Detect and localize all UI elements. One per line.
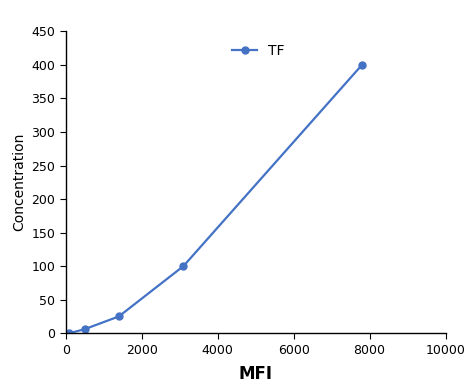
Y-axis label: Concentration: Concentration: [12, 133, 26, 231]
TF: [181, 264, 186, 269]
TF: [67, 331, 72, 336]
Legend: TF: TF: [232, 44, 285, 58]
TF: [359, 63, 365, 67]
TF: [116, 314, 121, 319]
TF: [82, 327, 87, 332]
X-axis label: MFI: MFI: [239, 365, 272, 383]
Line: TF: TF: [66, 62, 365, 337]
